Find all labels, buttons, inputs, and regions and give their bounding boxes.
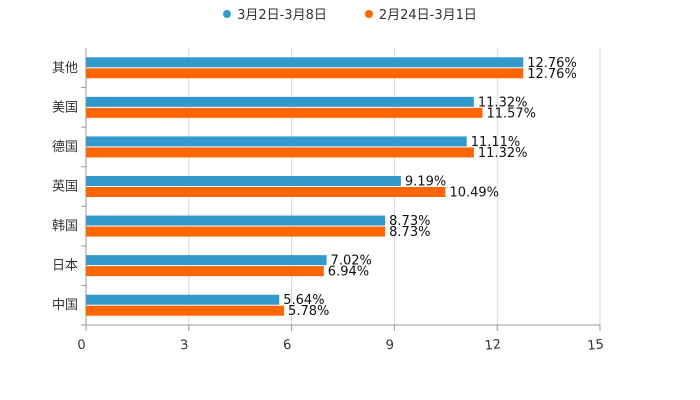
bar-series-2[interactable] bbox=[86, 68, 524, 79]
bar-series-1[interactable] bbox=[86, 57, 524, 68]
bar-series-2[interactable] bbox=[86, 107, 483, 118]
data-label: 10.49% bbox=[449, 186, 499, 201]
data-label: 8.73% bbox=[389, 225, 430, 240]
data-labels: 12.76%12.76%11.32%11.57%11.11%11.32%9.19… bbox=[283, 56, 577, 319]
data-label: 11.32% bbox=[478, 146, 528, 161]
bar-series-2[interactable] bbox=[86, 147, 474, 158]
data-label: 5.78% bbox=[288, 304, 329, 319]
data-label: 12.76% bbox=[527, 67, 577, 82]
data-label: 9.19% bbox=[405, 175, 446, 190]
legend-item-series-1[interactable]: 3月2日-3月8日 bbox=[223, 4, 327, 23]
x-tick-label: 6 bbox=[282, 338, 292, 354]
bars bbox=[86, 57, 524, 316]
legend-marker-series-1 bbox=[223, 9, 232, 18]
category-label: 英国 bbox=[52, 180, 78, 195]
x-tick-label: 0 bbox=[77, 338, 87, 354]
data-label: 8.73% bbox=[389, 214, 430, 229]
bar-series-1[interactable] bbox=[86, 255, 327, 266]
legend-item-series-2[interactable]: 2月24日-3月1日 bbox=[364, 4, 477, 23]
bar-series-2[interactable] bbox=[86, 266, 324, 277]
x-tick-label: 3 bbox=[180, 338, 190, 354]
bar-series-2[interactable] bbox=[86, 226, 386, 237]
data-label: 5.64% bbox=[283, 293, 324, 308]
legend-marker-series-2 bbox=[364, 9, 373, 18]
x-tick-label: 9 bbox=[385, 338, 395, 354]
data-label: 12.76% bbox=[527, 56, 577, 71]
category-label: 中国 bbox=[52, 298, 78, 313]
legend-label-series-2: 2月24日-3月1日 bbox=[378, 8, 477, 23]
category-label: 日本 bbox=[52, 259, 78, 274]
x-tick-label: 12 bbox=[484, 337, 502, 354]
bar-series-1[interactable] bbox=[86, 176, 401, 186]
x-axis: 0 3 6 9 12 15 bbox=[77, 48, 605, 354]
x-tick-label: 15 bbox=[587, 337, 605, 354]
bar-series-1[interactable] bbox=[86, 136, 467, 147]
chart-legend: 3月2日-3月8日 2月24日-3月1日 bbox=[0, 4, 700, 23]
data-label: 6.94% bbox=[328, 265, 369, 280]
category-label: 其他 bbox=[52, 61, 78, 76]
data-label: 11.32% bbox=[478, 95, 528, 110]
grid-lines bbox=[188, 48, 601, 325]
category-label: 美国 bbox=[52, 100, 78, 115]
data-label: 11.57% bbox=[486, 106, 536, 121]
bar-series-1[interactable] bbox=[86, 294, 280, 305]
bar-series-2[interactable] bbox=[86, 305, 285, 316]
data-label: 11.11% bbox=[471, 135, 521, 150]
category-label: 德国 bbox=[52, 140, 78, 155]
bar-series-2[interactable] bbox=[86, 187, 446, 197]
data-label: 7.02% bbox=[331, 254, 372, 269]
category-label: 韩国 bbox=[52, 219, 78, 234]
legend-label-series-1: 3月2日-3月8日 bbox=[237, 8, 327, 23]
bar-series-1[interactable] bbox=[86, 96, 474, 107]
bar-series-1[interactable] bbox=[86, 215, 386, 226]
